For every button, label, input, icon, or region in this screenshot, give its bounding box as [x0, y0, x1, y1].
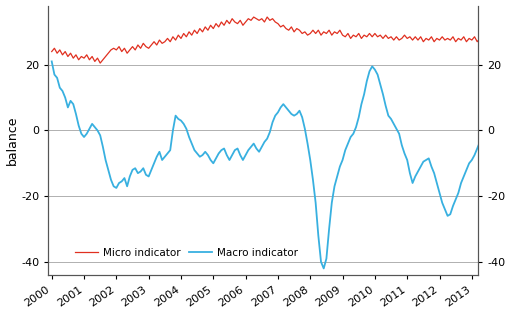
Macro indicator	[320, 267, 327, 270]
Micro indicator	[313, 32, 319, 35]
Macro indicator	[262, 140, 268, 144]
Line: Micro indicator: Micro indicator	[52, 17, 511, 63]
Line: Macro indicator: Macro indicator	[52, 62, 511, 268]
Legend: Micro indicator, Macro indicator: Micro indicator, Macro indicator	[71, 243, 303, 262]
Macro indicator	[110, 184, 117, 188]
Macro indicator	[256, 150, 262, 154]
Micro indicator	[97, 61, 103, 65]
Macro indicator	[375, 73, 381, 76]
Macro indicator	[307, 158, 313, 162]
Y-axis label: balance: balance	[6, 116, 18, 165]
Micro indicator	[267, 19, 273, 22]
Micro indicator	[377, 33, 383, 37]
Micro indicator	[49, 50, 55, 53]
Micro indicator	[113, 48, 120, 52]
Macro indicator	[345, 142, 351, 145]
Micro indicator	[250, 15, 257, 19]
Micro indicator	[262, 20, 268, 24]
Macro indicator	[49, 60, 55, 63]
Micro indicator	[347, 36, 354, 40]
